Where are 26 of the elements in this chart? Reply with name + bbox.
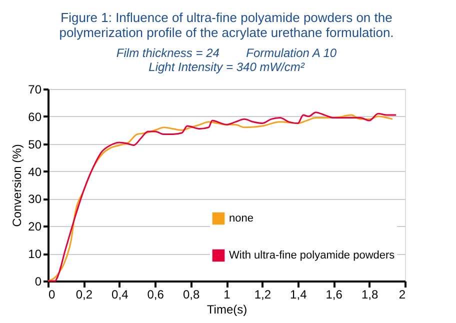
y-tick-label: 0 [34, 274, 42, 288]
legend-label: none [229, 212, 254, 224]
x-tick-label: 0,2 [76, 288, 93, 302]
legend-label: With ultra-fine polyamide powders [229, 250, 396, 262]
y-tick-label: 10 [28, 247, 42, 262]
y-tick-label: 30 [28, 192, 42, 206]
y-tick-label: 20 [28, 220, 42, 234]
x-tick-label: 0 [48, 288, 56, 302]
y-tick-label: 70 [28, 82, 42, 96]
x-tick-label: 1 [224, 288, 231, 302]
y-axis-title: Conversion (%) [10, 144, 24, 227]
text: Light Intensity = 340 mW/cm² [148, 60, 306, 74]
chart-title: Figure 1: Influence of ultra-fine polyamide powders on the polymerization profile of the acrylate urethane formulation. [59, 10, 394, 40]
x-tick-label: 1,8 [361, 288, 378, 302]
y-tick-label: 50 [28, 137, 42, 152]
x-tick-label: 1,2 [254, 288, 272, 302]
x-tick-label: 2 [398, 288, 406, 302]
x-tick-label: 0,4 [112, 288, 129, 302]
x-tick-label: 0,8 [182, 288, 200, 302]
x-axis-title: Time(s) [206, 302, 248, 316]
x-tick-label: 1,4 [290, 288, 308, 302]
y-tick-label: 40 [28, 164, 42, 179]
y-tick-label: 60 [28, 110, 42, 124]
x-tick-label: 1,6 [326, 288, 343, 302]
x-tick-label: 0,6 [147, 288, 164, 302]
chart-subtitle: Film thickness = 24 Formulation A 10 [116, 46, 337, 60]
